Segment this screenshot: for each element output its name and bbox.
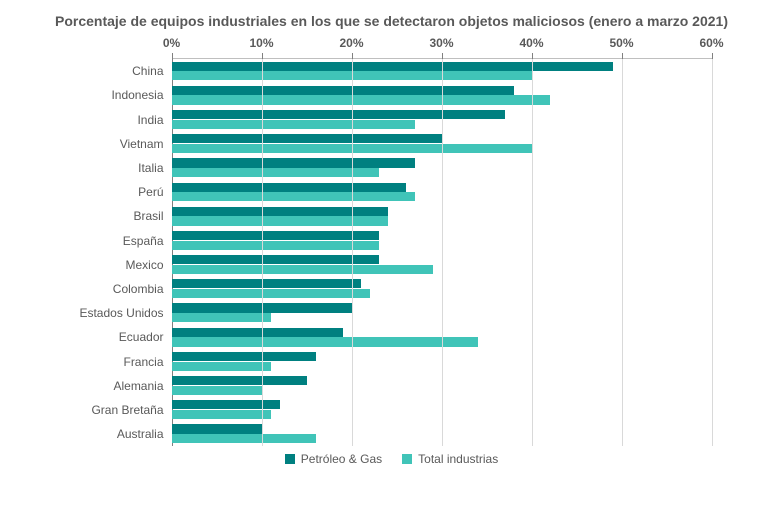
- gridline: [442, 59, 443, 446]
- bar-series1: [172, 352, 316, 361]
- bar-series1: [172, 279, 361, 288]
- category-label: Vietnam: [52, 137, 172, 151]
- bar-series2: [172, 265, 433, 274]
- bar-series1: [172, 328, 343, 337]
- category-label: Indonesia: [52, 88, 172, 102]
- category-label: Perú: [52, 185, 172, 199]
- x-tick-label: 20%: [339, 36, 363, 50]
- plot-area: ChinaIndonesiaIndiaVietnamItaliaPerúBras…: [172, 58, 712, 446]
- gridline: [622, 59, 623, 446]
- category-label: Ecuador: [52, 330, 172, 344]
- bar-series2: [172, 313, 271, 322]
- x-tick-mark: [172, 53, 173, 59]
- legend-swatch: [402, 454, 412, 464]
- bar-series1: [172, 207, 388, 216]
- category-label: Francia: [52, 355, 172, 369]
- legend-label: Petróleo & Gas: [301, 452, 382, 466]
- category-label: Alemania: [52, 379, 172, 393]
- bar-series2: [172, 434, 316, 443]
- bar-series2: [172, 95, 550, 104]
- chart-title: Porcentaje de equipos industriales en lo…: [0, 12, 783, 36]
- bar-series2: [172, 192, 415, 201]
- legend: Petróleo & Gas Total industrias: [52, 446, 732, 467]
- bar-series1: [172, 400, 280, 409]
- gridline: [352, 59, 353, 446]
- bar-series1: [172, 183, 406, 192]
- bar-series2: [172, 337, 478, 346]
- plot-wrap: 0%10%20%30%40%50%60% ChinaIndonesiaIndia…: [52, 36, 732, 456]
- category-label: Colombia: [52, 282, 172, 296]
- bar-series1: [172, 134, 442, 143]
- bar-series2: [172, 289, 370, 298]
- gridline: [712, 59, 713, 446]
- bar-series1: [172, 376, 307, 385]
- x-tick-label: 50%: [609, 36, 633, 50]
- bar-series1: [172, 231, 379, 240]
- legend-item: Petróleo & Gas: [285, 452, 382, 466]
- bar-series1: [172, 62, 613, 71]
- x-tick-label: 10%: [249, 36, 273, 50]
- x-tick-label: 0%: [163, 36, 180, 50]
- chart-container: Porcentaje de equipos industriales en lo…: [0, 0, 783, 509]
- gridline: [532, 59, 533, 446]
- legend-label: Total industrias: [418, 452, 498, 466]
- bar-series2: [172, 168, 379, 177]
- category-label: Brasil: [52, 209, 172, 223]
- bar-series1: [172, 158, 415, 167]
- x-tick-label: 60%: [699, 36, 723, 50]
- category-label: Australia: [52, 427, 172, 441]
- bar-series2: [172, 386, 262, 395]
- category-label: China: [52, 64, 172, 78]
- bar-series1: [172, 255, 379, 264]
- category-label: India: [52, 113, 172, 127]
- bar-series2: [172, 216, 388, 225]
- category-label: Italia: [52, 161, 172, 175]
- x-tick-label: 40%: [519, 36, 543, 50]
- legend-swatch: [285, 454, 295, 464]
- category-label: España: [52, 234, 172, 248]
- bar-series2: [172, 120, 415, 129]
- bar-series2: [172, 362, 271, 371]
- category-label: Mexico: [52, 258, 172, 272]
- bar-series2: [172, 410, 271, 419]
- bar-series1: [172, 110, 505, 119]
- category-label: Gran Bretaña: [52, 403, 172, 417]
- category-label: Estados Unidos: [52, 306, 172, 320]
- legend-item: Total industrias: [402, 452, 498, 466]
- gridline: [262, 59, 263, 446]
- bar-series1: [172, 424, 262, 433]
- bar-series2: [172, 241, 379, 250]
- x-tick-label: 30%: [429, 36, 453, 50]
- bar-series1: [172, 86, 514, 95]
